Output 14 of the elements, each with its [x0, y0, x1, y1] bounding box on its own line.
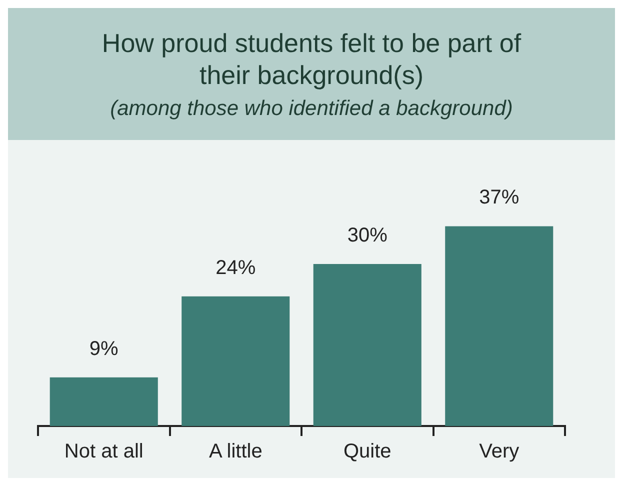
bar	[445, 226, 554, 426]
chart-subtitle: (among those who identified a background)	[110, 97, 513, 121]
data-label: 9%	[89, 338, 119, 360]
x-tick-label: Very	[479, 440, 520, 463]
x-tick-label: Quite	[343, 440, 392, 463]
bar	[313, 264, 422, 426]
data-label: 30%	[347, 224, 388, 247]
bar	[182, 296, 290, 426]
data-label: 24%	[216, 256, 256, 279]
x-tick-label: Not at all	[64, 440, 144, 463]
chart-title: How proud students felt to be part of their background(s)	[100, 27, 522, 91]
bar	[50, 377, 158, 426]
data-label: 37%	[479, 186, 520, 209]
x-tick-label: A little	[208, 440, 262, 463]
